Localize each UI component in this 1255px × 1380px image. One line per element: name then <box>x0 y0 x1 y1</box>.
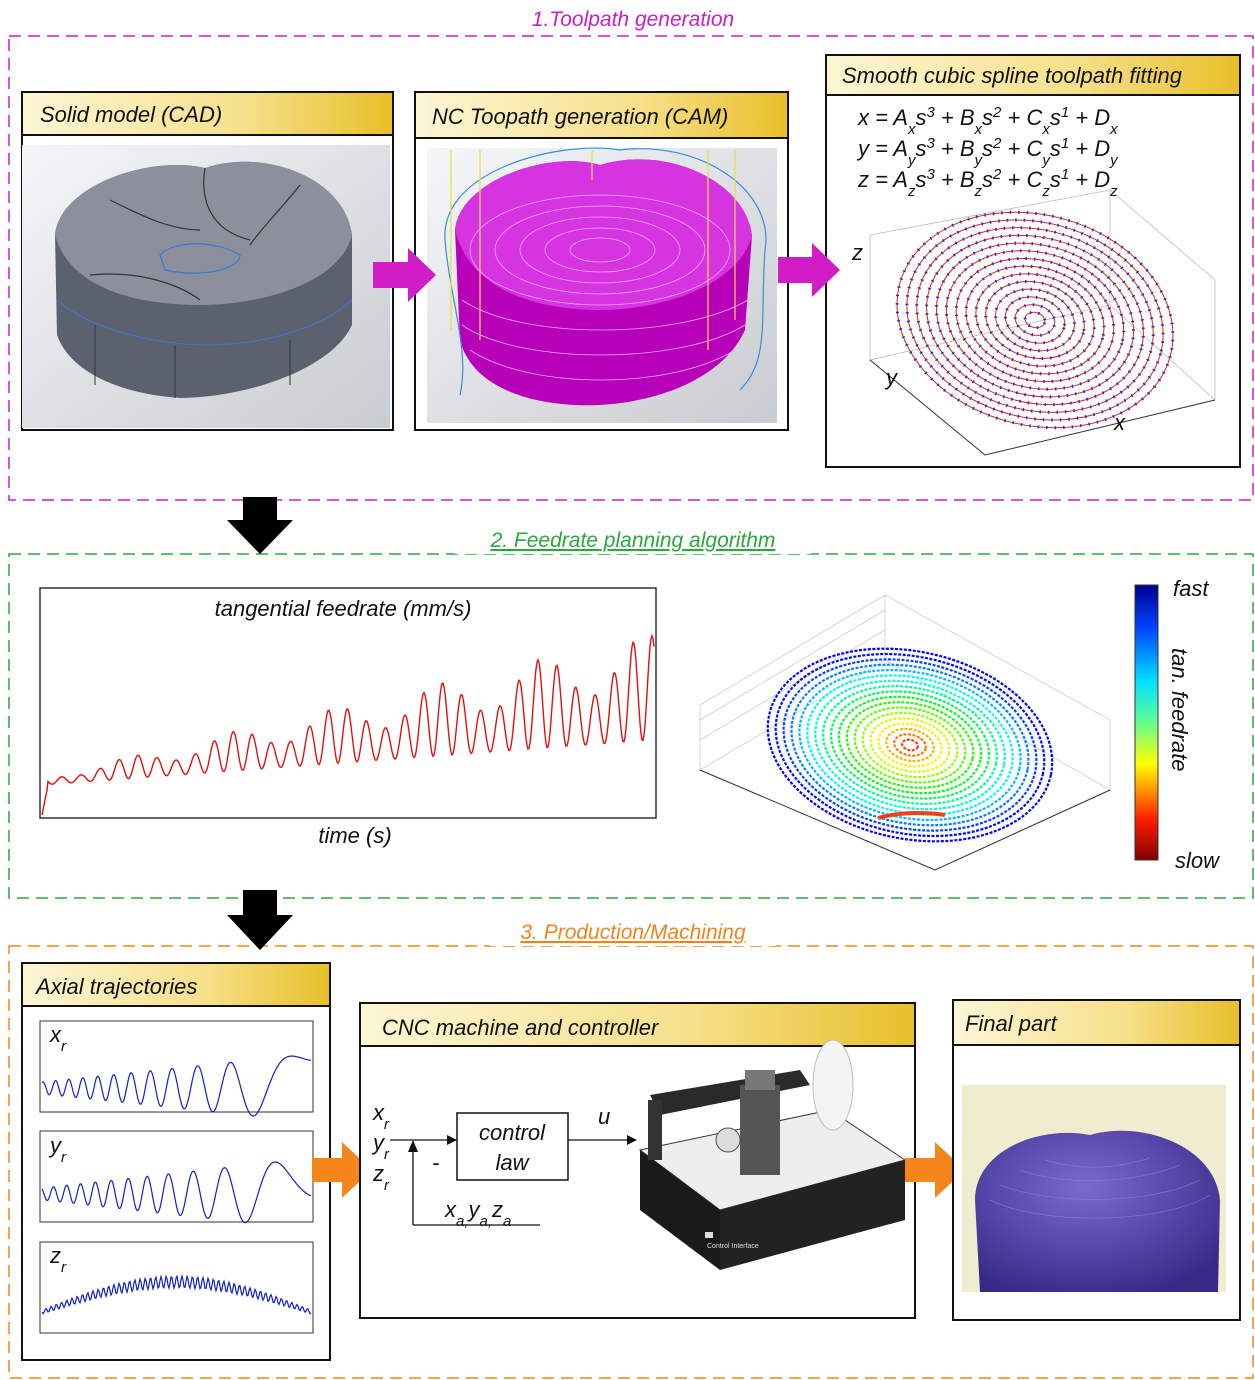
text-part: + C <box>1001 105 1042 130</box>
text-part: + C <box>1001 136 1042 161</box>
section-title: 2. Feedrate planning algorithm <box>490 529 776 552</box>
text-part: + C <box>1001 167 1042 192</box>
panel-title: Solid model (CAD) <box>40 102 222 127</box>
text-part: s <box>915 105 926 130</box>
text-part: s <box>982 136 993 161</box>
colorbar <box>1135 585 1158 860</box>
feedrate-3d <box>700 595 1110 870</box>
text-part: s <box>982 105 993 130</box>
text-part: a, <box>480 1213 493 1230</box>
text-part: + B <box>935 136 975 161</box>
text-part: s <box>982 167 993 192</box>
text-part: x <box>1109 121 1118 138</box>
axis-label: x <box>1113 410 1126 435</box>
text-part: 1 <box>1061 166 1069 183</box>
feedrate-ring <box>901 738 919 751</box>
text-part: z <box>491 1197 503 1222</box>
text-part: 1 <box>1061 135 1069 152</box>
down-arrow <box>227 890 293 950</box>
text-part: x = A <box>857 105 908 130</box>
feedrate-ring <box>759 630 1062 859</box>
text-part: z = A <box>857 167 908 192</box>
axis-label: z <box>851 240 863 265</box>
colorbar-label: fast <box>1173 576 1209 601</box>
panel-title: NC Toopath generation (CAM) <box>432 104 728 129</box>
section-title: 3. Production/Machining <box>520 921 746 944</box>
down-arrow <box>227 497 293 554</box>
axial-panel <box>22 963 330 1360</box>
section-title: 1.Toolpath generation <box>532 8 734 31</box>
feedrate-ring <box>874 718 945 772</box>
plot-frame <box>40 588 656 818</box>
axis-label: time (s) <box>318 823 391 848</box>
panel-title: CNC machine and controller <box>382 1015 660 1040</box>
text-part: z <box>49 1243 61 1268</box>
feedrate-ring <box>767 637 1052 853</box>
text-part: z <box>1109 183 1118 200</box>
panel-title: Axial trajectories <box>34 974 197 999</box>
cad-panel: Solid model (CAD) <box>22 92 393 430</box>
text-part: + B <box>935 105 975 130</box>
feedrate-ring <box>892 732 928 759</box>
colorbar-title: tan. feedrate <box>1167 648 1192 772</box>
cnc-panel <box>360 1003 915 1318</box>
text-part: y = A <box>856 136 908 161</box>
text-part: a <box>503 1213 511 1230</box>
text-part: + B <box>935 167 975 192</box>
panel-title: Final part <box>965 1011 1058 1036</box>
panel-title: Smooth cubic spline toolpath fitting <box>842 63 1183 88</box>
text-part: + D <box>1069 136 1110 161</box>
text-part: a, <box>456 1213 469 1230</box>
text-part: + D <box>1069 167 1110 192</box>
feedrate-ring <box>848 698 973 792</box>
text-part: s <box>915 136 926 161</box>
final-panel <box>953 1000 1240 1320</box>
sign-label: - <box>432 1150 439 1175</box>
machine-label: Control Interface <box>707 1243 759 1250</box>
text-part: 1 <box>1061 104 1069 121</box>
text-part: z <box>372 1161 384 1186</box>
text-part: s <box>1050 105 1061 130</box>
text-part: s <box>1050 167 1061 192</box>
block-label: control <box>479 1120 546 1145</box>
text-part: s <box>1050 136 1061 161</box>
cam-panel: NC Toopath generation (CAM) <box>415 92 788 430</box>
diagram: 1.Toolpath generation 2. Feedrate planni… <box>0 0 1255 1380</box>
signal-label: u <box>598 1104 610 1129</box>
colorbar-label: slow <box>1175 848 1221 873</box>
text-part: + D <box>1069 105 1110 130</box>
text-part: s <box>915 167 926 192</box>
axis-label: y <box>884 365 899 390</box>
plot-title: tangential feedrate (mm/s) <box>215 596 472 621</box>
block-label: law <box>495 1150 530 1175</box>
